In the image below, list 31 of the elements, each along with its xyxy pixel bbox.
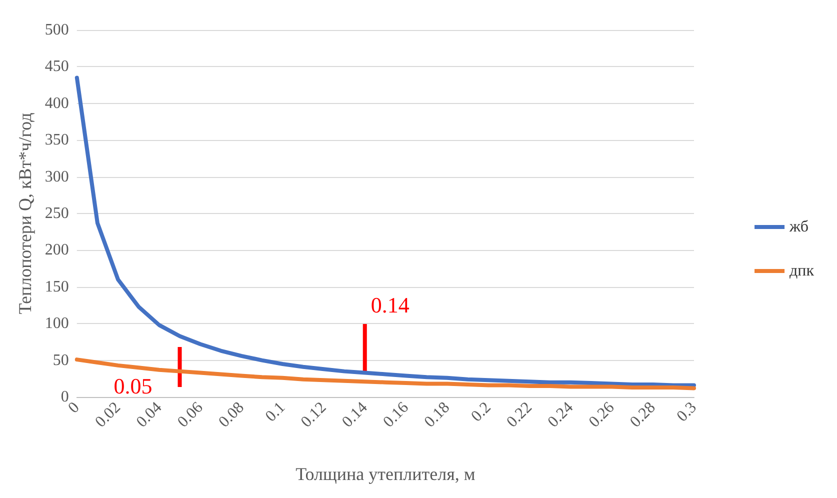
legend-label: дпк (790, 262, 814, 280)
y-tick-label: 100 (44, 315, 69, 332)
y-tick-label: 450 (44, 58, 69, 76)
y-tick-label: 400 (44, 94, 69, 112)
x-tick-label: 0.26 (586, 398, 618, 431)
y-tick-label: 500 (44, 22, 69, 38)
x-tick-label: 0.06 (174, 398, 206, 431)
x-tick-label: 0.24 (544, 398, 577, 431)
y-tick-label: 250 (44, 205, 69, 222)
x-axis-title: Толщина утеплителя, м (296, 464, 476, 484)
x-tick-label: 0.1 (262, 398, 289, 426)
x-tick-label: 0.3 (674, 398, 700, 426)
x-tick-label: 0.16 (380, 398, 412, 431)
y-tick-label: 350 (44, 132, 69, 149)
x-tick-label: 0.2 (468, 398, 494, 426)
y-axis-title: Теплопотери Q, кВт*ч/год (15, 112, 35, 314)
y-tick-label: 150 (44, 278, 69, 296)
x-tick-label: 0.08 (216, 398, 248, 431)
y-tick-label: 300 (44, 168, 69, 186)
x-tick-label: 0.02 (92, 398, 124, 431)
ref-line-label: 0.14 (370, 292, 410, 318)
y-tick-label: 50 (52, 352, 69, 369)
x-tick-label: 0.14 (339, 398, 371, 431)
x-tick-label: 0.22 (504, 398, 536, 431)
y-tick-label: 200 (44, 242, 69, 259)
x-tick-label: 0.12 (298, 398, 330, 431)
x-tick-label: 0.04 (133, 398, 166, 431)
ref-line-label: 0.05 (114, 374, 152, 398)
legend-label: жб (788, 218, 809, 236)
x-tick-label: 0.28 (627, 398, 659, 431)
x-tick-label: 0.18 (421, 398, 454, 431)
